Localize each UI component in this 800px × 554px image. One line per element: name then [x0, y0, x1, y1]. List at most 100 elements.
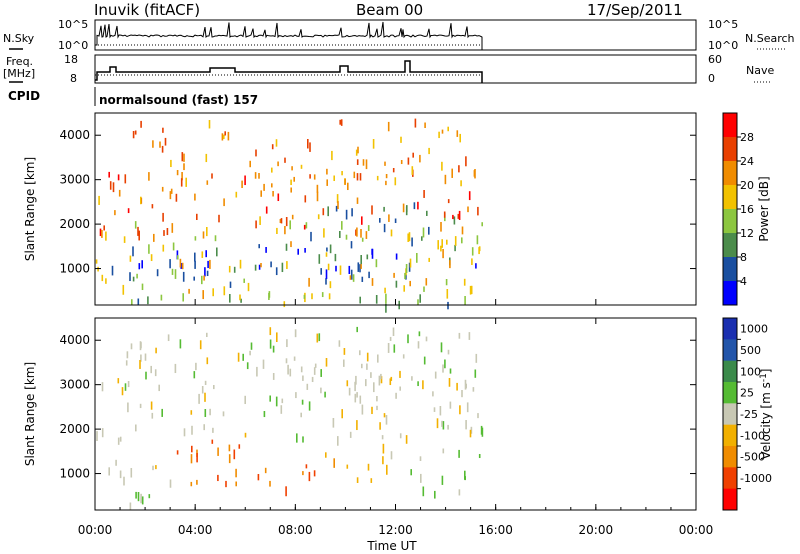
heatmap-cell [271, 183, 273, 188]
heatmap-cell [216, 247, 218, 257]
heatmap-cell [451, 168, 453, 178]
heatmap-cell [289, 220, 291, 230]
heatmap-cell [343, 348, 346, 355]
heatmap-cell [101, 230, 103, 238]
heatmap-cell [449, 368, 452, 374]
heatmap-cell [309, 174, 311, 179]
heatmap-cell [190, 410, 193, 415]
heatmap-cell [390, 376, 393, 381]
heatmap-cell [437, 240, 439, 250]
heatmap-cell [316, 333, 319, 343]
heatmap-cell [355, 229, 357, 236]
heatmap-cell [465, 156, 467, 167]
y-tick-label: 1000 [59, 467, 90, 481]
heatmap-cell [262, 359, 265, 369]
heatmap-cell [271, 167, 273, 173]
heatmap-cell [329, 281, 332, 289]
heatmap-cell [264, 467, 267, 474]
heatmap-cell [403, 285, 405, 292]
heatmap-cell [105, 231, 107, 241]
heatmap-cell [402, 203, 405, 213]
heatmap-cell [204, 380, 207, 385]
heatmap-cell [326, 179, 328, 186]
heatmap-cell [117, 378, 120, 384]
heatmap-cell [235, 191, 238, 198]
colorbar-tick-label: 500 [740, 344, 761, 357]
colorbar-swatch [723, 403, 737, 426]
heatmap-cell [164, 137, 167, 146]
heatmap-cell [276, 227, 278, 235]
heatmap-cell [425, 278, 428, 286]
heatmap-cell [341, 171, 343, 176]
heatmap-cell [335, 205, 338, 212]
heatmap-cell [139, 403, 142, 409]
heatmap-cell [153, 233, 155, 242]
heatmap-cell [389, 336, 392, 341]
heatmap-cell [244, 432, 247, 438]
heatmap-cell [138, 230, 140, 241]
heatmap-cell [181, 172, 183, 181]
heatmap-cell [371, 278, 374, 286]
heatmap-cell [336, 194, 339, 203]
heatmap-cell [320, 369, 322, 377]
colorbar-tick-label: 20 [740, 179, 754, 192]
heatmap-cell [302, 436, 304, 443]
heatmap-cell [423, 286, 425, 292]
heatmap-cell [355, 149, 358, 156]
heatmap-cell [438, 131, 440, 139]
heatmap-cell [238, 444, 241, 449]
heatmap-cell [242, 353, 244, 361]
heatmap-cell [196, 453, 198, 463]
heatmap-cell [206, 270, 209, 277]
heatmap-cell [254, 264, 257, 271]
heatmap-cell [132, 131, 135, 139]
heatmap-cell [190, 454, 193, 464]
heatmap-cell [193, 371, 196, 379]
heatmap-cell [190, 481, 193, 487]
heatmap-cell [390, 451, 393, 460]
heatmap-cell [239, 259, 242, 269]
heatmap-cell [161, 186, 164, 192]
heatmap-cell [443, 211, 446, 218]
heatmap-cell [461, 226, 464, 235]
heatmap-cell [140, 120, 142, 128]
heatmap-cell [350, 269, 353, 280]
heatmap-cell [118, 189, 121, 197]
heatmap-cell [293, 176, 295, 182]
heatmap-cell [316, 184, 319, 193]
heatmap-cell [421, 236, 423, 241]
heatmap-cell [295, 392, 297, 399]
y-tick-label: 1000 [59, 262, 90, 276]
heatmap-cell [408, 262, 411, 272]
heatmap-cell [417, 381, 419, 387]
colorbar-tick-label: -500 [740, 451, 765, 464]
heatmap-cell [352, 274, 355, 282]
heatmap-cell [129, 502, 132, 511]
heatmap-cell [300, 164, 303, 169]
heatmap-cell [387, 343, 390, 353]
heatmap-cell [404, 272, 406, 280]
heatmap-cell [423, 190, 425, 198]
heatmap-cell [464, 470, 466, 480]
colorbar-swatch [723, 446, 737, 468]
heatmap-cell [368, 271, 370, 279]
heatmap-cell [395, 392, 397, 399]
heatmap-cell [447, 301, 449, 310]
heatmap-cell [285, 486, 287, 497]
heatmap-cell [423, 356, 426, 365]
heatmap-cell [147, 296, 149, 305]
power-colorbar-label: Power [dB] [757, 176, 771, 241]
velocity-heatmap [96, 326, 484, 511]
heatmap-cell [148, 172, 150, 181]
heatmap-cell [137, 492, 140, 502]
heatmap-cell [447, 126, 449, 132]
heatmap-cell [441, 475, 444, 485]
heatmap-cell [359, 173, 362, 181]
heatmap-cell [244, 395, 246, 405]
heatmap-cell [270, 261, 272, 268]
heatmap-cell [393, 272, 395, 278]
heatmap-cell [361, 237, 364, 242]
heatmap-cell [246, 362, 249, 370]
heatmap-cell [305, 464, 308, 469]
velocity-y-label: Slant Range [km] [23, 362, 37, 466]
